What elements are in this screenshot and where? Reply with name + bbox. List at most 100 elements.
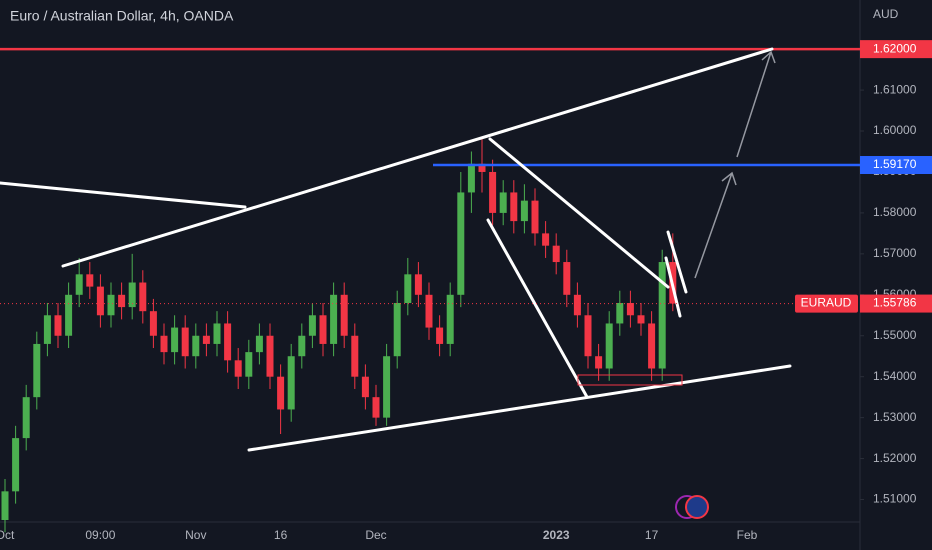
candle-body (414, 274, 422, 295)
y-tick-label: 1.60000 (873, 123, 917, 137)
candle-body (351, 335, 359, 377)
trend-line (488, 137, 670, 289)
candle-body (118, 294, 126, 308)
event-icon[interactable] (685, 495, 709, 519)
candle-body (330, 294, 338, 344)
candle-body (457, 192, 465, 295)
trend-line (666, 230, 688, 294)
candle-body (96, 286, 104, 316)
candle-body (298, 335, 306, 357)
price-level-tag (860, 40, 932, 59)
candle-body (75, 274, 83, 295)
candle-body (658, 262, 666, 369)
y-tick-label: 1.52000 (873, 451, 917, 465)
candle-body (160, 335, 168, 353)
candle-body (393, 302, 401, 357)
last-price-tag (860, 294, 932, 313)
drawings (0, 47, 792, 519)
candle-body (319, 315, 327, 344)
chart-title: Euro / Australian Dollar, 4h, OANDA (10, 8, 234, 24)
trend-line (486, 218, 589, 399)
candle-body (171, 327, 179, 353)
candle-body (54, 315, 62, 336)
candle-body (510, 192, 518, 222)
arrow (736, 50, 776, 158)
x-tick-label: Nov (185, 528, 206, 542)
candle-body (584, 315, 592, 357)
zone-box (577, 374, 683, 386)
candle-body (542, 233, 550, 246)
candle-body (128, 282, 136, 308)
candle-body (287, 356, 295, 410)
y-tick-label: 1.61000 (873, 82, 917, 96)
candle-body (552, 245, 560, 263)
x-tick-label: Dec (365, 528, 386, 542)
candle-body (425, 294, 433, 328)
candle-body (404, 274, 412, 303)
candle-body (383, 356, 391, 418)
price-level-label: 1.62000 (873, 41, 917, 55)
candle-body (65, 294, 73, 336)
candle-body (22, 397, 30, 439)
candle-body (149, 311, 157, 336)
candle-body (255, 335, 263, 353)
candle-body (616, 302, 624, 324)
plot (0, 47, 860, 533)
candle-body (266, 335, 274, 377)
candle-body (372, 397, 380, 418)
x-tick-label: 17 (645, 528, 659, 542)
candle-body (467, 163, 475, 193)
price-level-label: 1.59170 (873, 157, 917, 171)
x-tick-label: Feb (737, 528, 758, 542)
candle-body (436, 327, 444, 344)
price-level-tag (860, 156, 932, 175)
x-tick-label: 09:00 (85, 528, 115, 542)
candle-body (224, 323, 232, 361)
candle-body (234, 360, 242, 377)
y-tick-label: 1.51000 (873, 492, 917, 506)
candle-body (361, 376, 369, 398)
candle-body (12, 438, 20, 492)
candle-body (43, 315, 51, 344)
candle-body (648, 323, 656, 369)
candle-body (202, 335, 210, 344)
candle-body (33, 343, 41, 398)
candle-body (489, 171, 497, 213)
candle-body (446, 294, 454, 344)
y-tick-label: 1.53000 (873, 410, 917, 424)
candle-body (139, 282, 147, 312)
trend-line (0, 181, 247, 209)
candle-body (573, 294, 581, 316)
candle-body (277, 376, 285, 410)
candle-body (1, 491, 9, 520)
y-tick-label: 1.55000 (873, 328, 917, 342)
candle-body (181, 327, 189, 357)
trend-line (61, 47, 774, 268)
y-tick-label: 1.57000 (873, 246, 917, 260)
candle-body (478, 163, 486, 172)
y-tick-label: 1.58000 (873, 205, 917, 219)
candle-body (340, 294, 348, 336)
candle-body (637, 315, 645, 324)
trend-line (664, 256, 682, 318)
y-tick-label: 1.54000 (873, 369, 917, 383)
candle-body (626, 302, 634, 316)
x-tick-label: 16 (274, 528, 288, 542)
symbol-label: EURAUD (801, 296, 852, 310)
candle-body (192, 335, 200, 357)
x-tick-label: Oct (0, 528, 15, 542)
trend-line (247, 364, 792, 452)
currency-label: AUD (873, 7, 899, 21)
candle-body (213, 323, 221, 344)
arrow (694, 171, 737, 279)
candle-body (531, 200, 539, 234)
candle-body (86, 274, 94, 287)
candle-body (499, 192, 507, 213)
candle-body (595, 356, 603, 369)
candle-body (605, 323, 613, 369)
x-tick-label: 2023 (543, 528, 570, 542)
candle-body (520, 200, 528, 222)
